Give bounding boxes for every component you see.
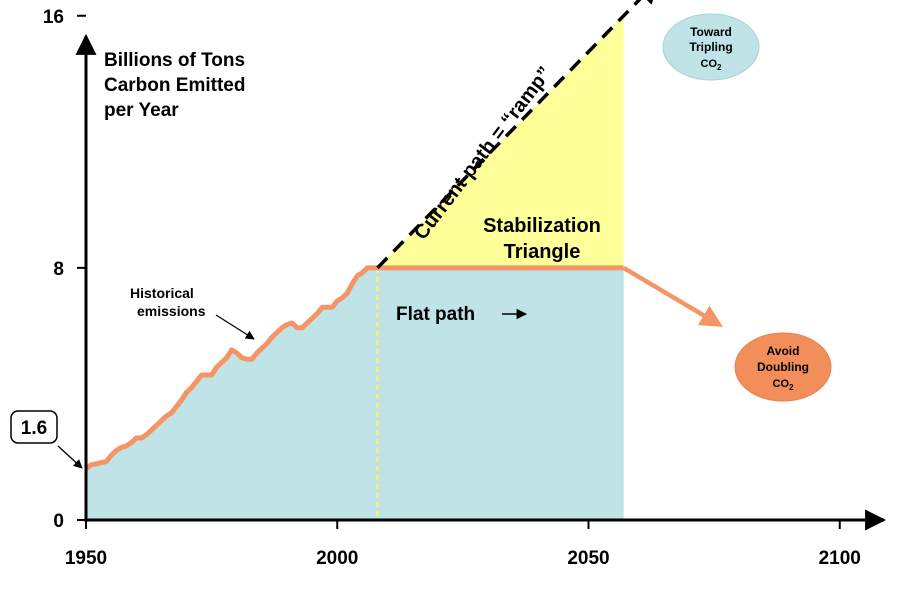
toward-tripling-line-1: Toward	[690, 25, 732, 39]
y-axis-label-line-2: Carbon Emitted	[104, 75, 245, 96]
x-tick-label: 2050	[567, 548, 609, 569]
flat-path-label: Flat path	[396, 304, 475, 325]
start-value-callout-box	[10, 410, 58, 444]
avoid-doubling-co2: CO2	[773, 378, 795, 392]
historical-label-line-1: Historical	[130, 285, 194, 301]
avoid-doubling-ellipse	[734, 332, 832, 402]
x-tick-label: 2100	[819, 548, 861, 569]
y-axis-label-line-3: per Year	[104, 100, 179, 121]
avoid-doubling-co2-sub: 2	[789, 383, 794, 392]
y-axis-label-line-1: Billions of Tons	[104, 50, 245, 71]
start-value-callout-text: 1.6	[21, 418, 47, 439]
x-axis-ticks: 1950 2000 2050 2100	[65, 520, 861, 569]
toward-tripling-line-2: Tripling	[689, 40, 732, 54]
current-path-ramp-line	[376, 0, 660, 270]
triangle-label-line-2: Triangle	[504, 241, 581, 263]
toward-tripling-ellipse	[662, 13, 760, 81]
x-tick-label: 2000	[316, 548, 358, 569]
avoid-doubling-line-1: Avoid	[767, 344, 800, 358]
y-tick-label: 8	[53, 259, 64, 280]
avoid-doubling-line-2: Doubling	[757, 360, 809, 374]
y-axis-ticks: 0 8 16	[43, 7, 86, 532]
historical-label-arrow	[215, 314, 255, 340]
toward-tripling-co2-sub: 2	[717, 63, 722, 72]
decline-path-arrow	[622, 265, 724, 327]
x-tick-label: 1950	[65, 548, 107, 569]
triangle-label-line-1: Stabilization	[483, 215, 601, 237]
toward-tripling-co2: CO2	[701, 58, 723, 72]
toward-tripling-co2-base: CO	[701, 58, 718, 70]
historical-emissions-line	[84, 265, 378, 471]
historical-area-fill	[86, 267, 624, 520]
avoid-doubling-co2-base: CO	[773, 378, 790, 390]
y-tick-label: 0	[53, 511, 64, 532]
start-value-callout-arrow	[57, 445, 83, 469]
historical-label-line-2: emissions	[137, 303, 206, 319]
y-tick-label: 16	[43, 7, 64, 28]
